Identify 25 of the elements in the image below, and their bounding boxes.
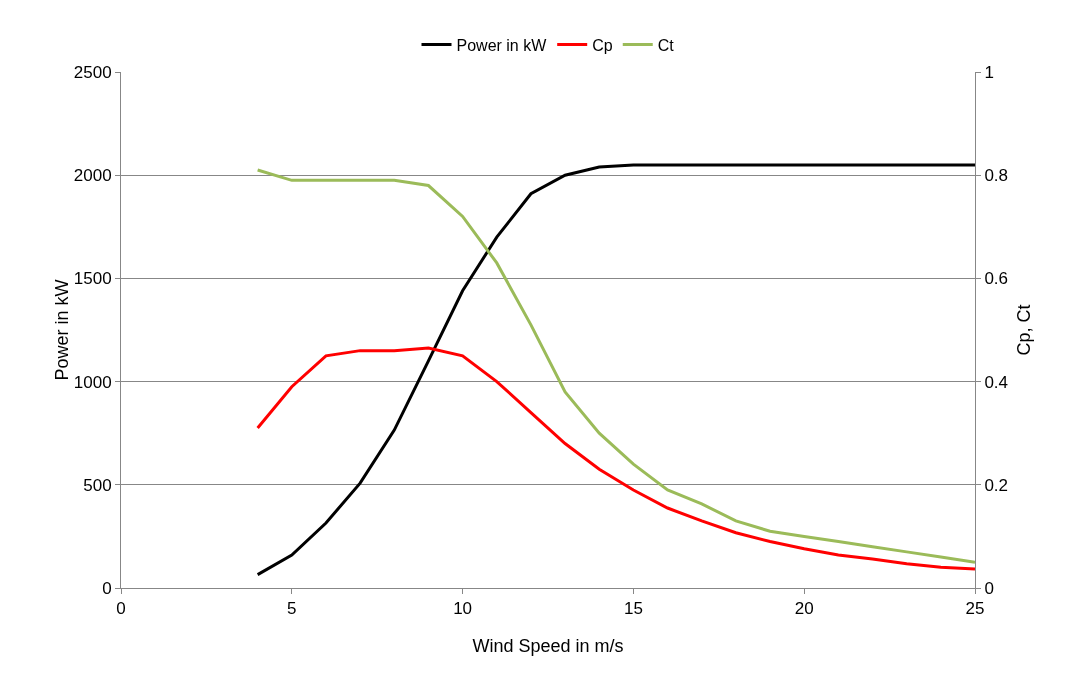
y2-tick-label: 0.6: [984, 269, 1009, 289]
x-tick-label: 15: [623, 599, 643, 619]
x-tick-label: 5: [287, 599, 297, 619]
y2-tick-label: 0.8: [984, 166, 1009, 186]
line-series: [256, 346, 975, 571]
y-tick-label: 2000: [73, 166, 112, 186]
y-axis-title: Power in kW: [51, 279, 72, 381]
y2-axis-title: Cp, Ct: [1014, 304, 1034, 356]
x-tick-label: 10: [453, 599, 473, 619]
legend-label: Cp: [592, 36, 613, 54]
x-tick-label: 20: [794, 599, 814, 619]
y2-tick-label: 0.4: [984, 372, 1009, 392]
y2-tick-label: 0.2: [984, 475, 1009, 495]
y-tick-label: 1000: [73, 372, 112, 392]
y-tick-label: 1500: [73, 269, 112, 289]
legend-label: Ct: [657, 36, 675, 54]
x-tick-label: 25: [965, 599, 985, 619]
x-axis-title: Wind Speed in m/s: [472, 636, 624, 656]
legend-label: Power in kW: [456, 36, 548, 54]
y-tick-label: 500: [83, 475, 112, 495]
x-tick-label: 0: [116, 599, 126, 619]
y-tick-label: 0: [102, 578, 112, 598]
y-tick-label: 2500: [73, 62, 112, 82]
y2-tick-label: 0: [984, 578, 994, 598]
y2-tick-label: 1: [984, 62, 994, 82]
